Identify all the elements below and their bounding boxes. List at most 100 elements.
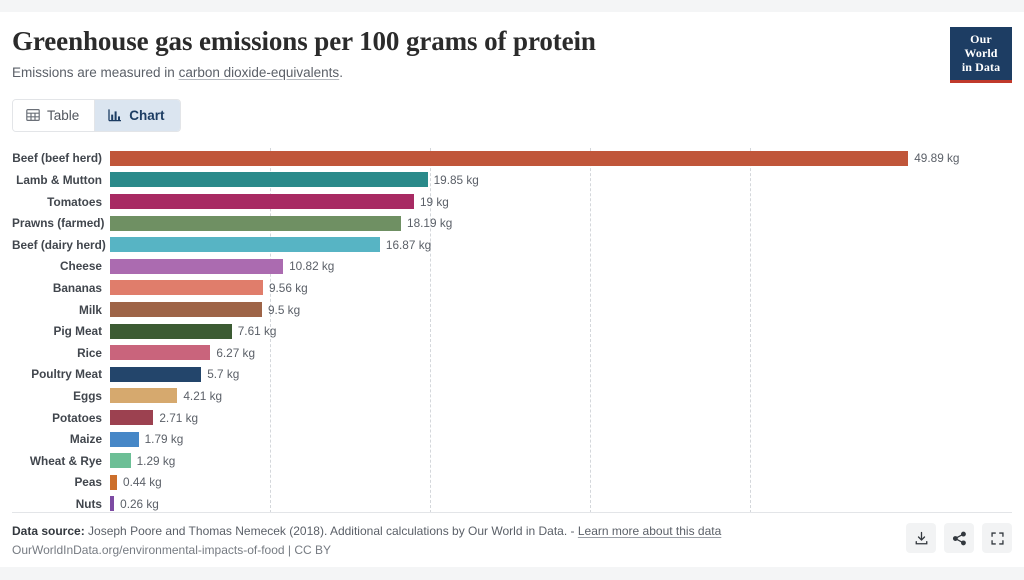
download-button[interactable]	[906, 523, 936, 553]
expand-icon	[990, 531, 1005, 546]
bar-category-label: Milk	[79, 302, 102, 317]
bar-value-label: 1.29 kg	[136, 453, 176, 468]
fullscreen-button[interactable]	[982, 523, 1012, 553]
bar-category-label: Rice	[77, 345, 102, 360]
data-source-line: Data source: Joseph Poore and Thomas Nem…	[12, 522, 1012, 541]
bar[interactable]	[110, 474, 118, 490]
license-line: OurWorldInData.org/environmental-impacts…	[12, 543, 332, 557]
tab-chart[interactable]: Chart	[95, 99, 180, 131]
share-icon	[952, 531, 967, 546]
bar-row[interactable]: Prawns (farmed) 18.19 kg	[12, 212, 1012, 234]
bar-category-label: Cheese	[60, 259, 102, 274]
bar-row[interactable]: Maize 1.79 kg	[12, 428, 1012, 450]
bar[interactable]	[110, 366, 202, 382]
bar-row[interactable]: Peas 0.44 kg	[12, 472, 1012, 494]
bar[interactable]	[110, 280, 263, 296]
chart-card: Greenhouse gas emissions per 100 grams o…	[0, 12, 1024, 567]
bar-category-label: Beef (dairy herd)	[12, 237, 106, 252]
subtitle-suffix: .	[339, 65, 343, 81]
bar-value-label: 19.85 kg	[433, 172, 479, 187]
bar[interactable]	[110, 453, 131, 469]
tab-chart-label: Chart	[129, 107, 165, 123]
bar-category-label: Lamb & Mutton	[16, 172, 102, 187]
data-source-label: Data source:	[12, 524, 85, 539]
bar-track: 6.27 kg	[110, 342, 1012, 364]
bar[interactable]	[110, 431, 139, 447]
bar[interactable]	[110, 410, 154, 426]
bar-value-label: 16.87 kg	[385, 237, 432, 252]
bar-category-label: Peas	[74, 475, 102, 490]
bar[interactable]	[110, 258, 284, 274]
bar[interactable]	[110, 194, 414, 210]
bar-category-label: Beef (beef herd)	[12, 151, 102, 166]
bar-track: 2.71 kg	[110, 407, 1012, 429]
view-tab-bar: Table Chart	[12, 98, 181, 132]
bar-category-label: Bananas	[52, 280, 102, 295]
learn-more-link[interactable]: Learn more about this data	[577, 524, 722, 539]
bar-row[interactable]: Beef (dairy herd) 16.87 kg	[12, 234, 1012, 256]
bar-value-label: 19 kg	[420, 194, 449, 209]
bar-value-label: 4.21 kg	[183, 388, 223, 403]
bar-row[interactable]: Beef (beef herd) 49.89 kg	[12, 148, 1012, 170]
share-button[interactable]	[944, 523, 974, 553]
our-world-in-data-logo[interactable]: Our World in Data	[950, 27, 1012, 84]
bar-row[interactable]: Potatoes 2.71 kg	[12, 407, 1012, 429]
carbon-dioxide-equivalents-link[interactable]: carbon dioxide-equivalents	[178, 65, 340, 81]
bar-value-label: 7.61 kg	[237, 324, 277, 339]
bar-value-label: 5.7 kg	[207, 367, 240, 382]
bar-row[interactable]: Bananas 9.56 kg	[12, 277, 1012, 299]
bar-chart-icon	[108, 108, 122, 122]
bar-value-label: 9.56 kg	[268, 280, 308, 295]
bar-category-label: Wheat & Rye	[29, 453, 102, 468]
bar-row[interactable]: Pig Meat 7.61 kg	[12, 320, 1012, 342]
table-icon	[26, 108, 40, 122]
bar[interactable]	[110, 345, 211, 361]
bar[interactable]	[110, 237, 380, 253]
bar-row[interactable]: Rice 6.27 kg	[12, 342, 1012, 364]
page-title: Greenhouse gas emissions per 100 grams o…	[12, 26, 596, 56]
bar[interactable]	[110, 172, 428, 188]
bar-value-label: 0.26 kg	[120, 496, 159, 511]
bar-track: 1.79 kg	[110, 428, 1012, 450]
bar[interactable]	[110, 388, 178, 404]
bar-category-label: Potatoes	[52, 410, 102, 425]
tab-table-label: Table	[47, 107, 80, 123]
chart-footer: Data source: Joseph Poore and Thomas Nem…	[12, 512, 1012, 557]
bar-row[interactable]: Milk 9.5 kg	[12, 299, 1012, 321]
bar-row[interactable]: Poultry Meat 5.7 kg	[12, 364, 1012, 386]
bar-track: 10.82 kg	[110, 256, 1012, 278]
bar-category-label: Pig Meat	[53, 324, 102, 339]
bar[interactable]	[110, 215, 402, 231]
bar[interactable]	[110, 323, 232, 339]
bar-track: 1.29 kg	[110, 450, 1012, 472]
bar-category-label: Nuts	[75, 496, 102, 511]
bar-row[interactable]: Eggs 4.21 kg	[12, 385, 1012, 407]
bar-track: 9.56 kg	[110, 277, 1012, 299]
data-source-text: Joseph Poore and Thomas Nemecek (2018). …	[84, 524, 578, 539]
bar-track: 49.89 kg	[110, 148, 1012, 170]
bar[interactable]	[110, 150, 909, 166]
bar-track: 9.5 kg	[110, 299, 1012, 321]
chart-subtitle: Emissions are measured in carbon dioxide…	[12, 64, 1012, 82]
bar-row[interactable]: Lamb & Mutton 19.85 kg	[12, 169, 1012, 191]
bar-value-label: 10.82 kg	[289, 259, 335, 274]
bar-row[interactable]: Nuts 0.26 kg	[12, 493, 1012, 515]
bar[interactable]	[110, 496, 115, 512]
bar-track: 0.26 kg	[110, 493, 1012, 515]
bar-row[interactable]: Tomatoes 19 kg	[12, 191, 1012, 213]
bar-value-label: 1.79 kg	[144, 432, 184, 447]
bar-track: 5.7 kg	[110, 364, 1012, 386]
bar-track: 0.44 kg	[110, 472, 1012, 494]
bar-row[interactable]: Wheat & Rye 1.29 kg	[12, 450, 1012, 472]
bar-value-label: 6.27 kg	[216, 345, 256, 360]
bar-category-label: Prawns (farmed)	[12, 216, 105, 231]
bar-track: 19.85 kg	[110, 169, 1012, 191]
bar-track: 19 kg	[110, 191, 1012, 213]
bar-value-label: 9.5 kg	[268, 302, 301, 317]
bar-row[interactable]: Cheese 10.82 kg	[12, 256, 1012, 278]
bar-track: 18.19 kg	[110, 212, 1012, 234]
tab-table[interactable]: Table	[13, 99, 96, 131]
bar[interactable]	[110, 302, 262, 318]
bar-category-label: Maize	[69, 432, 102, 447]
bar-chart-plot: Beef (beef herd) 49.89 kg Lamb & Mutton 19.…	[12, 147, 1012, 515]
